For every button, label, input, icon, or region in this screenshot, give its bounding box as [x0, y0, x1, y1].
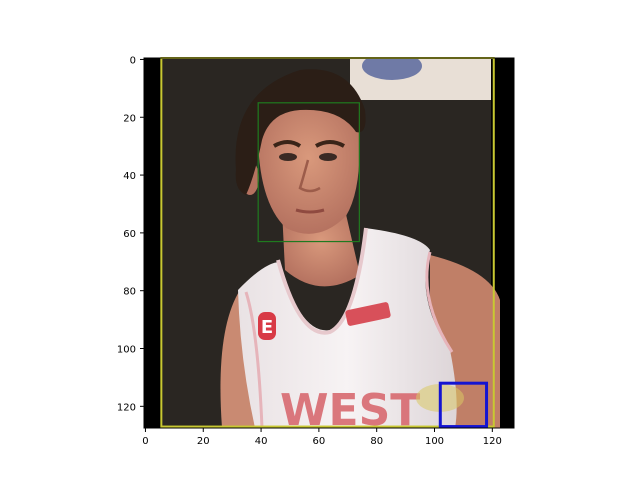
x-tick-label: 80: [370, 436, 383, 447]
left-brow: [273, 140, 302, 148]
face: [257, 107, 360, 234]
x-tick-label: 0: [142, 436, 148, 447]
hair: [235, 69, 366, 195]
right-brow: [315, 140, 345, 148]
x-tick-label: 120: [483, 436, 502, 447]
nose: [298, 159, 321, 193]
jersey-logo-text: E: [261, 317, 273, 338]
face-box: [257, 102, 360, 243]
right-eye: [319, 153, 337, 161]
photo: E WEST: [144, 58, 514, 436]
jersey-trim-right: [425, 251, 454, 353]
x-tick-label: 40: [255, 436, 268, 447]
jersey: [238, 228, 457, 428]
y-tick-label: 120: [117, 402, 136, 413]
letterbox-left: [144, 58, 161, 428]
y-tick-label: 0: [130, 55, 136, 66]
x-tick-label: 20: [197, 436, 210, 447]
y-tick-label: 60: [123, 229, 136, 240]
y-tick-label: 100: [117, 345, 136, 356]
background-ball: [362, 58, 422, 80]
y-tick-label: 40: [123, 171, 136, 182]
y-tick-label: 80: [123, 287, 136, 298]
x-tick-label: 60: [313, 436, 326, 447]
mouth: [295, 208, 325, 214]
x-axis: 0 20 40 60 80 100 120: [142, 428, 502, 447]
jersey-logo: [258, 312, 276, 340]
axes-frame: [143, 57, 515, 429]
x-tick-label: 100: [425, 436, 444, 447]
y-axis: 0 20 40 60 80 100 120: [117, 55, 144, 413]
y-tick-label: 20: [123, 113, 136, 124]
jersey-badge: [345, 302, 391, 326]
left-eye: [279, 153, 297, 161]
jersey-text: WEST: [280, 385, 420, 436]
jersey-trim-left: [244, 291, 264, 428]
marker-box: [438, 381, 489, 429]
jersey-collar: [276, 227, 368, 335]
